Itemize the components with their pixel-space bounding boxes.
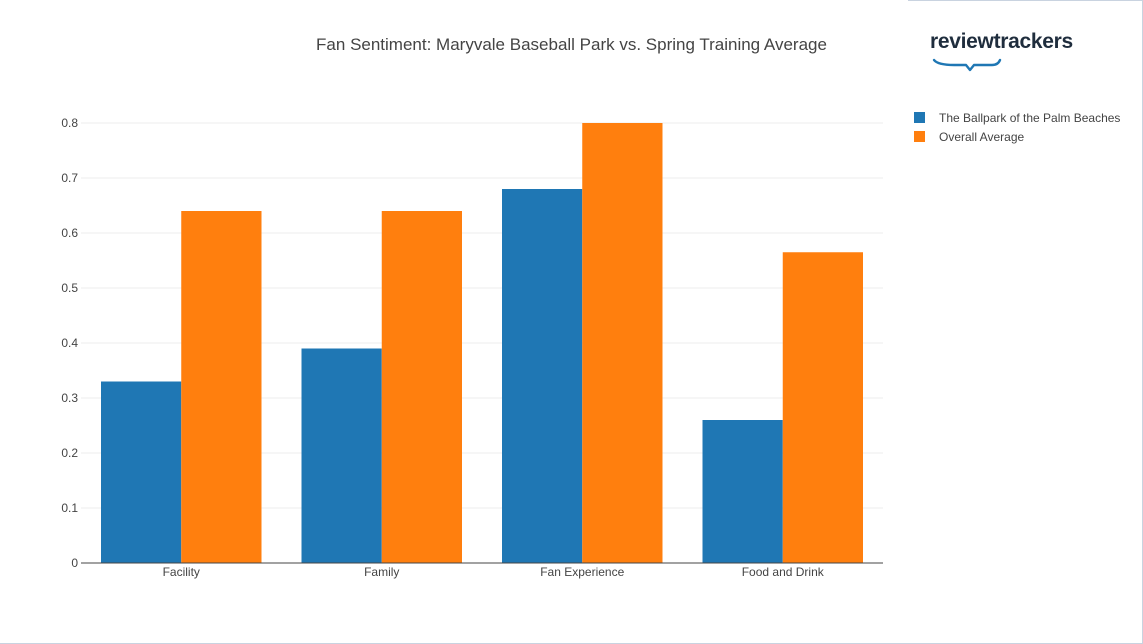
legend-item-series-2[interactable]: Overall Average (914, 127, 1120, 146)
y-tick-label: 0.6 (61, 226, 78, 240)
legend-swatch-series-2 (914, 131, 925, 142)
bar-ballpark-facility (101, 381, 182, 563)
logo-text: reviewtrackers (930, 30, 1073, 53)
bar-overall-average-fan-experience (582, 123, 663, 563)
y-tick-label: 0.3 (61, 391, 78, 405)
legend-label-series-1: The Ballpark of the Palm Beaches (939, 110, 1121, 125)
bar-overall-average-facility (181, 211, 262, 563)
bar-ballpark-family (301, 348, 382, 563)
y-tick-label: 0.7 (61, 171, 78, 185)
bar-ballpark-food-and-drink (702, 420, 783, 563)
legend-swatch-series-1 (914, 112, 925, 123)
x-tick-label: Family (364, 565, 399, 579)
y-tick-label: 0.4 (61, 336, 78, 350)
bar-ballpark-fan-experience (502, 189, 583, 563)
y-tick-label: 0.2 (61, 446, 78, 460)
bar-overall-average-food-and-drink (782, 252, 863, 563)
y-tick-label: 0.5 (61, 281, 78, 295)
x-tick-label: Food and Drink (742, 565, 825, 579)
frame-top-line (908, 0, 1142, 1)
y-tick-label: 0.8 (61, 116, 78, 130)
x-tick-label: Fan Experience (540, 565, 624, 579)
legend-label-series-2: Overall Average (939, 129, 1025, 144)
y-tick-label: 0 (71, 556, 78, 570)
speech-bubble-swoosh-icon (932, 58, 1002, 72)
chart-title: Fan Sentiment: Maryvale Baseball Park vs… (316, 35, 827, 54)
axes: 0 0.1 0.2 0.3 0.4 0.5 0.6 0.7 0.8 Facility Family F… (61, 116, 883, 579)
bar-overall-average-family (381, 211, 462, 563)
legend-item-series-1[interactable]: The Ballpark of the Palm Beaches (914, 108, 1120, 127)
reviewtrackers-logo: reviewtrackers (930, 30, 1090, 80)
legend: The Ballpark of the Palm Beaches Overall… (914, 108, 1120, 146)
x-tick-label: Facility (163, 565, 200, 579)
bars (101, 123, 863, 563)
y-tick-label: 0.1 (61, 501, 78, 515)
